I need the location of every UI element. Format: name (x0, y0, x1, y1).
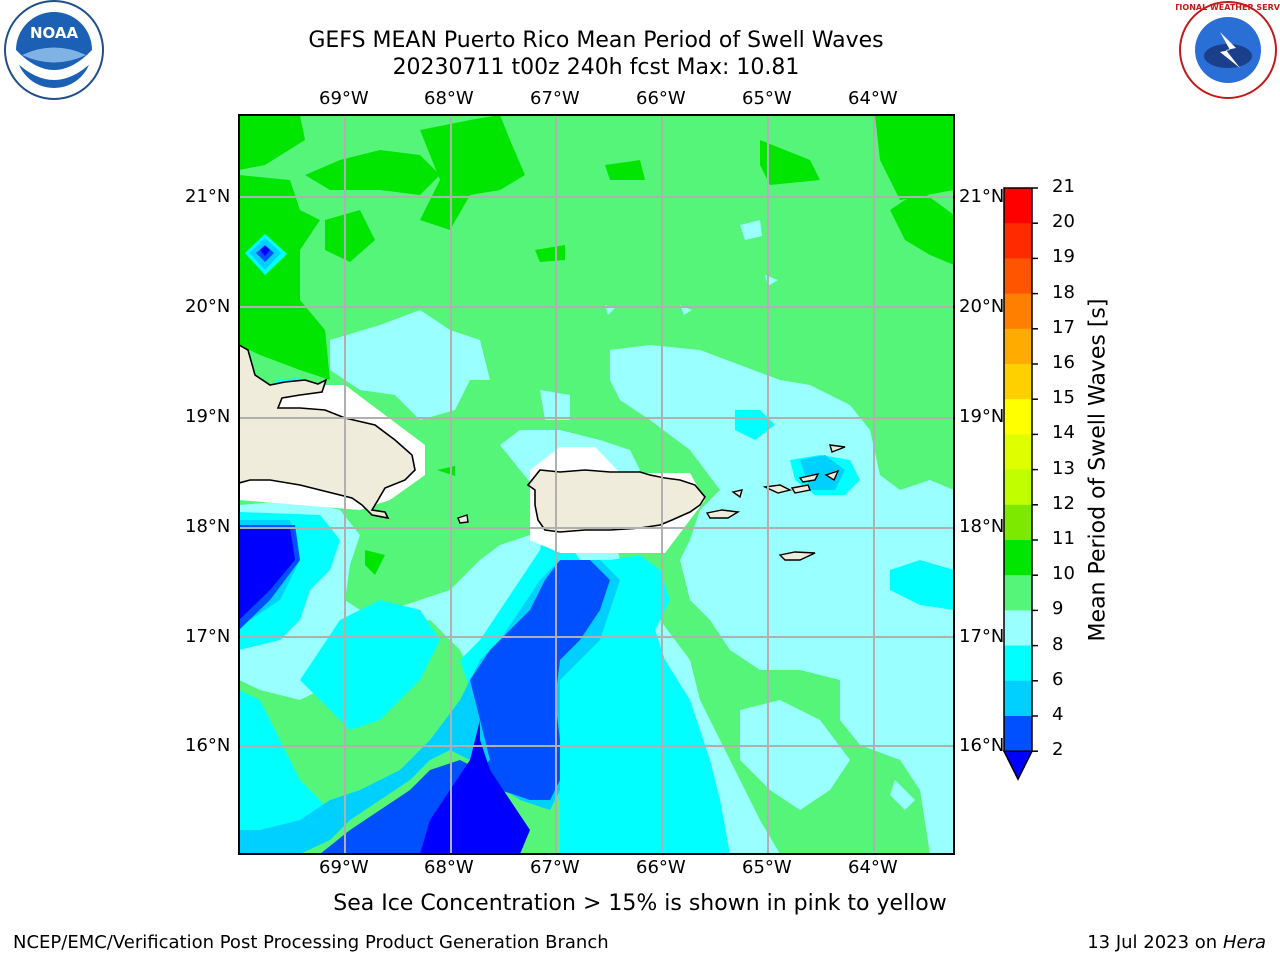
noaa-logo-text: NOAA (30, 24, 79, 42)
colorbar-segment (1004, 188, 1032, 224)
puerto-rico-land (526, 469, 706, 533)
colorbar-segment (1004, 223, 1032, 259)
lat-label-right: 20°N (959, 296, 1005, 317)
colorbar-segment (1004, 328, 1032, 365)
colorbar (1002, 187, 1038, 781)
lon-label-bottom: 66°W (636, 857, 686, 878)
colorbar-segment (1004, 293, 1032, 330)
lon-label-top: 65°W (742, 88, 792, 109)
colorbar-tick-label: 6 (1052, 668, 1064, 690)
field-below-2 (239, 246, 530, 854)
colorbar-segment (1004, 645, 1032, 682)
lat-label-left: 20°N (185, 296, 231, 317)
colorbar-extend-arrow (1002, 750, 1034, 781)
colorbar-segment (1004, 540, 1032, 576)
colorbar-segment (1004, 716, 1032, 752)
footer-credit: NCEP/EMC/Verification Post Processing Pr… (13, 932, 609, 953)
lon-label-top: 66°W (636, 88, 686, 109)
lon-label-top: 64°W (848, 88, 898, 109)
colorbar-segment (1004, 469, 1032, 506)
lat-label-left: 17°N (185, 626, 231, 647)
nws-logo: NATIONAL WEATHER SERVICE (1176, 1, 1280, 99)
colorbar-tick-label: 19 (1052, 246, 1075, 268)
nws-logo-text: NATIONAL WEATHER SERVICE (1176, 3, 1280, 12)
colorbar-tick-label: 8 (1052, 633, 1064, 655)
colorbar-segment (1004, 504, 1032, 541)
colorbar-label: Mean Period of Swell Waves [s] (1085, 298, 1111, 642)
lon-label-bottom: 65°W (742, 857, 792, 878)
colorbar-tick-label: 12 (1052, 492, 1075, 514)
hispaniola-land (239, 344, 416, 520)
colorbar-segment (1004, 434, 1032, 471)
colorbar-segment (1004, 575, 1032, 611)
colorbar-tick-label: 14 (1052, 422, 1075, 444)
lat-label-right: 21°N (959, 186, 1005, 207)
colorbar-tick-label: 20 (1052, 211, 1075, 233)
colorbar-segment (1004, 399, 1032, 435)
colorbar-tick-label: 21 (1052, 176, 1075, 197)
grid-lines (239, 115, 954, 854)
footer-date-text: 13 Jul 2023 on (1087, 932, 1223, 953)
colorbar-tick-label: 9 (1052, 598, 1064, 620)
colorbar-tick-label: 4 (1052, 704, 1064, 725)
lon-label-bottom: 64°W (848, 857, 898, 878)
colorbar-tick-label: 2 (1052, 739, 1064, 761)
small-islands (457, 444, 846, 561)
colorbar-tick-label: 13 (1052, 457, 1075, 479)
lat-label-right: 19°N (959, 406, 1005, 427)
lon-label-top: 67°W (530, 88, 580, 109)
colorbar-segment (1004, 610, 1032, 647)
colorbar-tick-label: 11 (1052, 528, 1075, 549)
lon-label-top: 69°W (319, 88, 369, 109)
chart-title: GEFS MEAN Puerto Rico Mean Period of Swe… (308, 28, 884, 53)
colorbar-tick-label: 18 (1052, 281, 1075, 303)
lat-label-left: 19°N (185, 406, 231, 427)
lon-label-bottom: 68°W (424, 857, 474, 878)
lat-label-left: 18°N (185, 516, 231, 537)
lat-label-left: 21°N (185, 186, 231, 207)
lon-label-bottom: 69°W (319, 857, 369, 878)
lat-label-right: 16°N (959, 735, 1005, 756)
lon-label-bottom: 67°W (530, 857, 580, 878)
lon-label-top: 68°W (424, 88, 474, 109)
lat-label-left: 16°N (185, 735, 231, 756)
colorbar-tick-label: 10 (1052, 563, 1075, 585)
map-frame (238, 114, 955, 855)
colorbar-tick-label: 17 (1052, 316, 1075, 338)
lat-label-right: 17°N (959, 626, 1005, 647)
colorbar-segment (1004, 680, 1032, 717)
lat-label-right: 18°N (959, 516, 1005, 537)
footer-date: 13 Jul 2023 on Hera (1087, 932, 1266, 953)
colorbar-tick-label: 15 (1052, 387, 1075, 409)
colorbar-tick-label: 16 (1052, 352, 1075, 373)
colorbar-segment (1004, 364, 1032, 400)
chart-subtitle: 20230711 t00z 240h fcst Max: 10.81 (392, 55, 800, 80)
colorbar-segment (1004, 258, 1032, 295)
footer-host: Hera (1222, 932, 1266, 953)
noaa-logo: NOAA (4, 0, 104, 100)
sea-ice-note: Sea Ice Concentration > 15% is shown in … (333, 891, 947, 916)
